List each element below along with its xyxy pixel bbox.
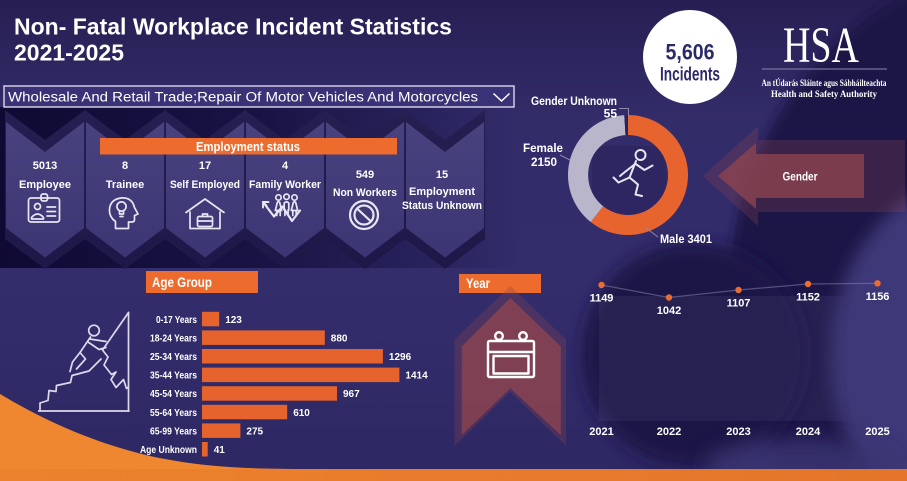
svg-text:Health and Safety Authority: Health and Safety Authority	[771, 90, 877, 100]
svg-text:15: 15	[436, 169, 448, 181]
svg-text:2150: 2150	[531, 155, 557, 169]
svg-text:Employment status: Employment status	[196, 139, 300, 154]
svg-text:1042: 1042	[657, 305, 681, 317]
svg-text:1149: 1149	[590, 293, 614, 305]
svg-text:Non- Fatal Workplace Incident: Non- Fatal Workplace Incident Statistics	[14, 14, 452, 40]
svg-text:967: 967	[343, 389, 360, 400]
svg-text:2021-2025: 2021-2025	[14, 40, 124, 66]
svg-text:Year: Year	[466, 276, 491, 291]
svg-text:123: 123	[225, 315, 242, 326]
svg-text:Female: Female	[523, 141, 563, 155]
svg-text:Trainee: Trainee	[106, 179, 145, 191]
svg-text:1156: 1156	[866, 291, 890, 303]
svg-text:Gender: Gender	[783, 170, 818, 184]
svg-text:Family Worker: Family Worker	[249, 179, 322, 191]
svg-text:2022: 2022	[657, 426, 681, 438]
svg-text:Employee: Employee	[19, 179, 71, 191]
svg-text:275: 275	[246, 426, 263, 437]
svg-text:25-34 Years: 25-34 Years	[150, 352, 197, 363]
svg-text:Age Unknown: Age Unknown	[140, 445, 197, 456]
svg-text:65-99 Years: 65-99 Years	[150, 426, 197, 437]
svg-text:Gender Unknown: Gender Unknown	[531, 94, 617, 108]
svg-text:2025: 2025	[865, 426, 889, 438]
svg-text:55-64 Years: 55-64 Years	[150, 408, 197, 419]
svg-text:1152: 1152	[796, 292, 820, 304]
svg-text:35-44 Years: 35-44 Years	[150, 371, 197, 382]
svg-text:880: 880	[331, 333, 348, 344]
svg-text:8: 8	[122, 160, 128, 172]
svg-text:Wholesale And Retail Trade;Rep: Wholesale And Retail Trade;Repair Of Mot…	[8, 90, 478, 106]
svg-text:Employment: Employment	[409, 186, 475, 198]
svg-text:5013: 5013	[33, 160, 57, 172]
svg-text:17: 17	[199, 160, 211, 172]
svg-text:Status Unknown: Status Unknown	[402, 200, 482, 212]
svg-text:5,606: 5,606	[666, 40, 715, 65]
svg-text:Male 3401: Male 3401	[660, 232, 712, 246]
svg-text:Self Employed: Self Employed	[170, 179, 240, 191]
svg-text:45-54 Years: 45-54 Years	[150, 389, 197, 400]
svg-text:HSA: HSA	[783, 18, 859, 74]
svg-text:1414: 1414	[405, 371, 428, 382]
svg-text:0-17 Years: 0-17 Years	[156, 315, 197, 326]
svg-text:An tÚdarás Sláinte agus Sábhái: An tÚdarás Sláinte agus Sábháilteachta	[762, 78, 887, 88]
svg-text:55: 55	[604, 107, 618, 121]
svg-text:Age Group: Age Group	[152, 275, 212, 290]
svg-text:Incidents: Incidents	[660, 65, 720, 86]
svg-text:2024: 2024	[796, 426, 821, 438]
svg-text:Non Workers: Non Workers	[333, 187, 397, 199]
svg-text:2023: 2023	[726, 426, 750, 438]
svg-text:549: 549	[356, 169, 374, 181]
svg-text:610: 610	[293, 408, 310, 419]
svg-text:1107: 1107	[727, 298, 751, 310]
svg-text:1296: 1296	[389, 352, 412, 363]
svg-text:4: 4	[282, 160, 289, 172]
svg-text:41: 41	[214, 445, 226, 456]
svg-text:2021: 2021	[589, 426, 613, 438]
svg-text:18-24 Years: 18-24 Years	[150, 333, 197, 344]
